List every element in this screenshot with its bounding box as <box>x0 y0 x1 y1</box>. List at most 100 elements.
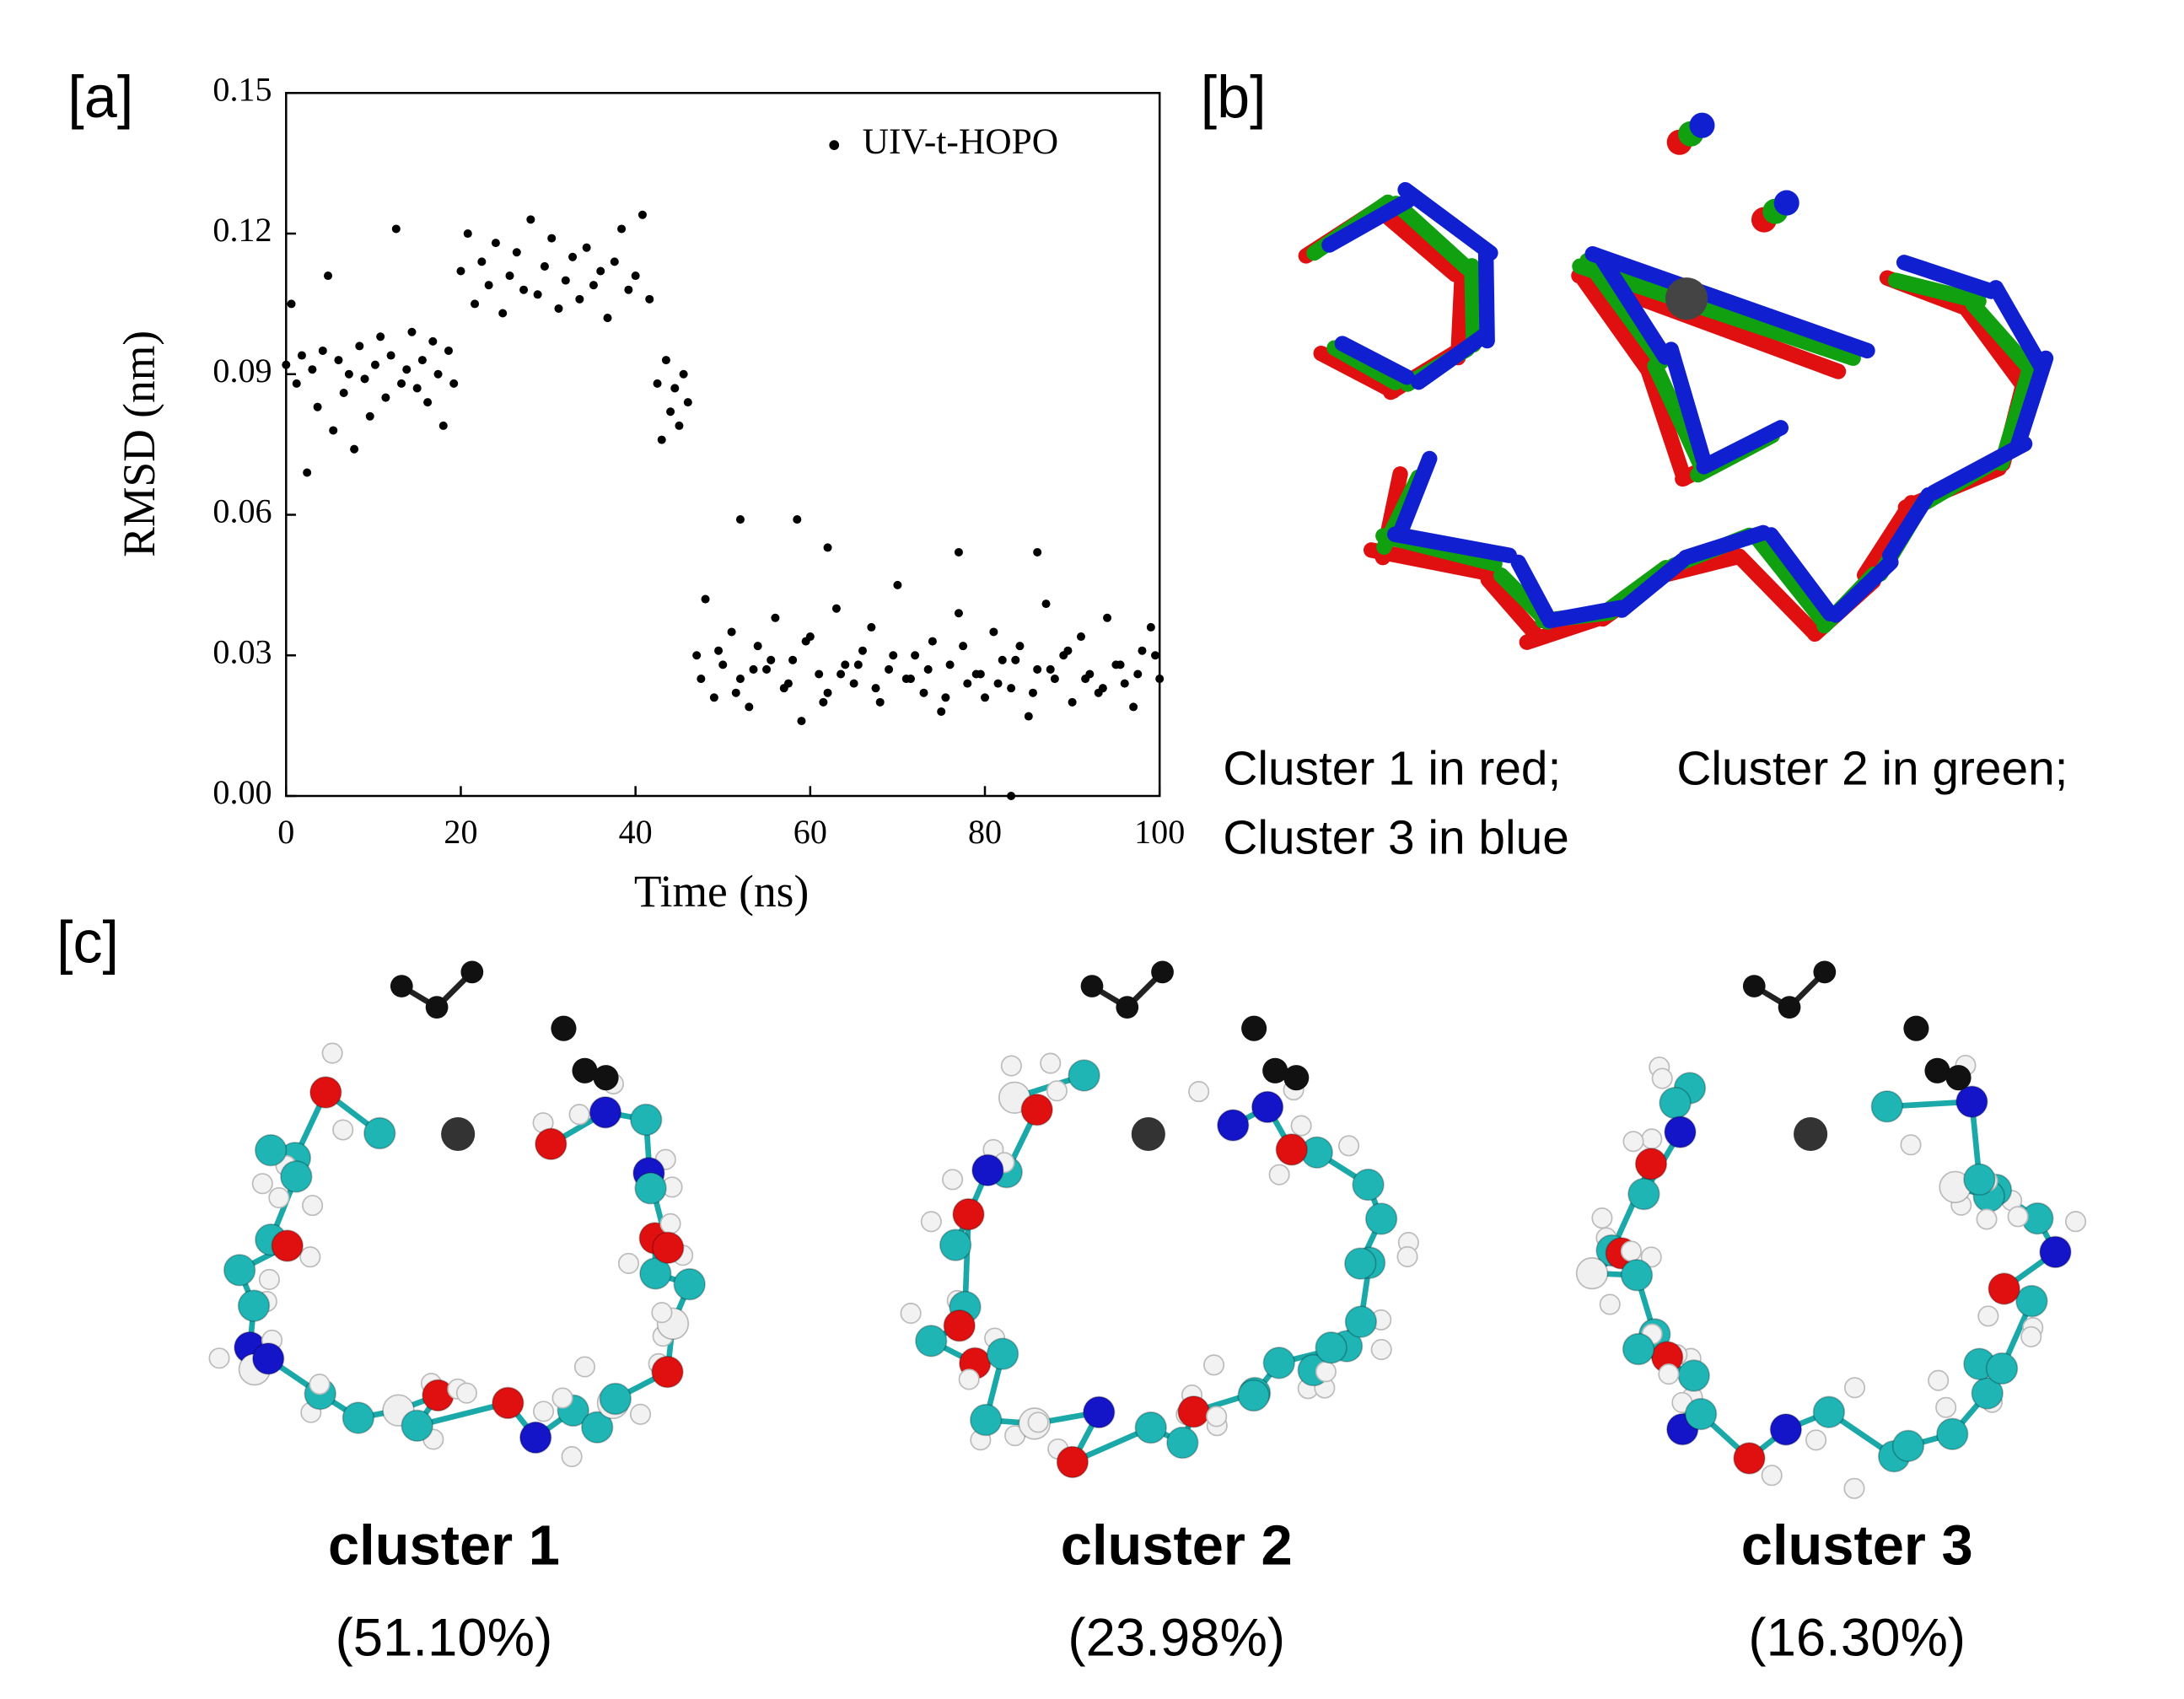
point <box>762 664 772 674</box>
atom <box>1344 1247 1377 1280</box>
point <box>998 655 1007 664</box>
bond <box>1882 487 1936 563</box>
atom <box>900 1303 922 1325</box>
atom <box>1924 1057 1950 1083</box>
atom <box>1651 1067 1673 1089</box>
point <box>391 224 401 234</box>
atom <box>551 1015 577 1041</box>
atom <box>460 960 484 984</box>
atom <box>1778 996 1801 1019</box>
atom <box>1068 1059 1100 1092</box>
atom <box>1290 1115 1312 1137</box>
point <box>954 609 963 618</box>
atom <box>986 1337 1019 1370</box>
cluster-name: cluster 2 <box>1061 1515 1293 1578</box>
point <box>533 290 542 299</box>
point <box>819 697 828 707</box>
bond <box>1387 526 1517 563</box>
atom <box>1870 1090 1903 1123</box>
atom <box>659 1212 681 1234</box>
point <box>1098 684 1107 693</box>
point <box>498 309 508 318</box>
bond <box>1411 328 1492 390</box>
atom <box>651 1302 673 1324</box>
atom <box>551 1387 573 1409</box>
point <box>657 435 666 444</box>
point <box>1015 642 1025 651</box>
point <box>701 594 710 604</box>
atom <box>2065 1211 2087 1233</box>
atom <box>1640 1246 1662 1268</box>
atom <box>223 1254 256 1287</box>
atom <box>1664 1116 1697 1148</box>
atom <box>2015 1284 2048 1318</box>
point <box>1024 712 1033 721</box>
atom <box>1268 1164 1290 1186</box>
point <box>1103 613 1112 622</box>
point <box>471 299 480 309</box>
point <box>329 426 338 435</box>
cluster-share: (23.98%) <box>1068 1608 1285 1667</box>
point <box>1050 675 1059 684</box>
atom <box>1843 1377 1866 1399</box>
atom <box>321 1042 343 1064</box>
point <box>1033 664 1042 674</box>
atom <box>1659 1086 1692 1120</box>
atom <box>1338 1135 1360 1157</box>
point <box>463 229 472 239</box>
point <box>339 388 348 398</box>
point <box>783 679 793 688</box>
bond <box>1326 340 1403 390</box>
atom <box>533 1401 555 1422</box>
point <box>603 314 612 323</box>
atom <box>1599 1293 1621 1315</box>
atom <box>1900 1134 1922 1156</box>
bond <box>1374 205 1463 282</box>
point <box>582 243 591 252</box>
point <box>1151 651 1160 660</box>
atom <box>1083 1395 1116 1429</box>
atom <box>2007 1206 2029 1228</box>
atom <box>1928 1369 1950 1391</box>
point <box>561 276 570 285</box>
point <box>1063 646 1073 655</box>
point <box>911 651 920 660</box>
atom <box>1134 1411 1167 1444</box>
point <box>1120 679 1129 688</box>
point <box>1138 646 1147 655</box>
atom <box>309 1076 342 1109</box>
point <box>679 369 688 379</box>
panel-label: [c] <box>56 908 119 975</box>
point <box>1133 669 1143 679</box>
point <box>423 398 433 407</box>
bond <box>1334 336 1415 385</box>
point <box>417 356 427 365</box>
cluster-structures <box>208 960 2087 1499</box>
point <box>849 679 858 688</box>
atom <box>1131 1116 1165 1152</box>
point <box>287 299 296 309</box>
atom <box>1046 1080 1068 1102</box>
atom <box>1684 1397 1718 1431</box>
point <box>823 543 832 552</box>
bond <box>1731 548 1821 640</box>
point <box>1033 547 1042 556</box>
atom <box>268 1186 290 1209</box>
point <box>318 346 327 355</box>
atom <box>915 1325 948 1358</box>
point <box>519 285 529 294</box>
y-axis-title: RMSD (nm) <box>114 331 164 557</box>
point <box>906 675 915 684</box>
point <box>753 642 762 651</box>
bond <box>1763 527 1838 622</box>
point <box>355 341 364 351</box>
atom <box>1275 1133 1308 1166</box>
y-tick-label: 0.06 <box>212 492 272 530</box>
point <box>670 384 680 393</box>
point <box>954 547 963 556</box>
point <box>297 351 306 360</box>
atom <box>1891 1429 1925 1463</box>
point <box>505 272 514 281</box>
bond <box>1572 266 1656 378</box>
point <box>893 580 902 589</box>
